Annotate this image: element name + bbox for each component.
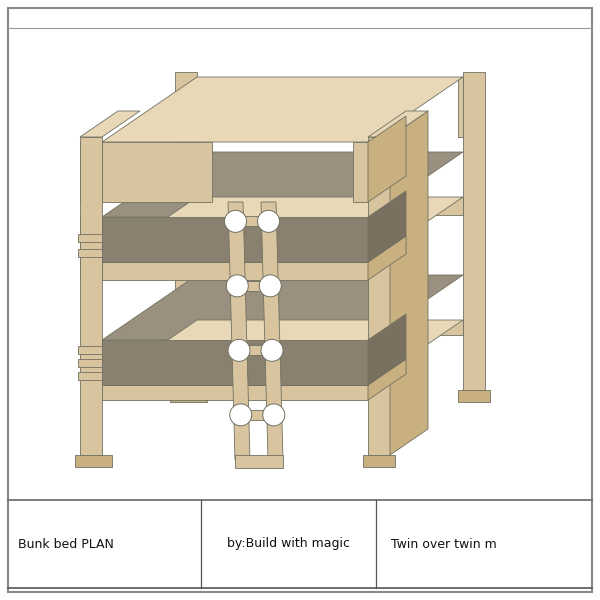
Polygon shape [353,142,368,202]
Polygon shape [368,191,406,262]
Polygon shape [78,359,102,367]
Polygon shape [80,137,102,455]
Polygon shape [458,77,463,137]
Circle shape [257,211,280,232]
Circle shape [228,340,250,361]
Polygon shape [170,390,207,402]
Polygon shape [390,111,428,455]
Text: by:Build with magic: by:Build with magic [227,538,350,551]
Polygon shape [102,385,368,400]
Circle shape [263,404,285,426]
Polygon shape [463,72,485,390]
Polygon shape [363,455,395,467]
Polygon shape [368,314,406,385]
Polygon shape [102,142,212,202]
Polygon shape [247,346,265,355]
Polygon shape [261,202,283,460]
Polygon shape [80,142,102,202]
Polygon shape [458,390,490,402]
Polygon shape [102,197,463,262]
Circle shape [259,275,281,297]
Polygon shape [368,359,406,400]
Polygon shape [244,217,262,226]
Text: Bunk bed PLAN: Bunk bed PLAN [18,538,114,551]
Polygon shape [102,262,368,280]
Polygon shape [102,77,463,142]
Polygon shape [78,249,102,257]
Circle shape [261,340,283,361]
Circle shape [224,211,247,232]
Polygon shape [102,340,368,385]
Polygon shape [235,455,283,468]
Circle shape [226,275,248,297]
Polygon shape [245,281,263,291]
Polygon shape [175,72,197,390]
Polygon shape [78,372,102,380]
Polygon shape [197,197,463,215]
Polygon shape [102,217,368,262]
Polygon shape [368,111,428,137]
Polygon shape [102,275,463,340]
Polygon shape [78,234,102,242]
Polygon shape [80,111,140,137]
Polygon shape [78,346,102,354]
Polygon shape [75,455,112,467]
Polygon shape [102,320,463,385]
Polygon shape [197,320,463,335]
Polygon shape [80,217,102,280]
Polygon shape [102,152,463,217]
Polygon shape [368,116,406,202]
Circle shape [230,404,252,426]
Polygon shape [197,77,277,137]
Polygon shape [368,137,390,455]
Text: Twin over twin m: Twin over twin m [391,538,497,551]
Polygon shape [228,202,250,460]
Polygon shape [249,410,267,420]
Polygon shape [368,236,406,280]
